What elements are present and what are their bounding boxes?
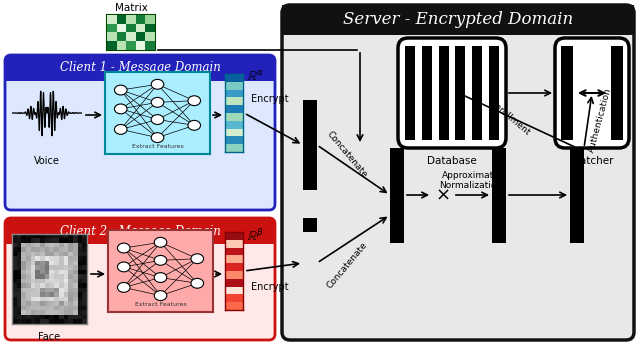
- Circle shape: [151, 133, 164, 143]
- Circle shape: [151, 97, 164, 107]
- Circle shape: [118, 283, 130, 292]
- Text: Learned
Matrix: Learned Matrix: [110, 0, 152, 13]
- Bar: [456, 46, 465, 140]
- Text: Client 2 - Message Domain: Client 2 - Message Domain: [60, 224, 220, 237]
- FancyBboxPatch shape: [398, 38, 506, 148]
- Text: $\mathbb{R}^{\alpha}$: $\mathbb{R}^{\alpha}$: [247, 70, 264, 84]
- Text: Client 1 - Message Domain: Client 1 - Message Domain: [60, 62, 220, 74]
- FancyBboxPatch shape: [282, 5, 634, 340]
- Bar: [561, 46, 573, 140]
- FancyBboxPatch shape: [5, 218, 275, 340]
- FancyBboxPatch shape: [5, 55, 275, 210]
- Text: Concatenate: Concatenate: [325, 130, 369, 180]
- Text: Matcher: Matcher: [571, 156, 613, 166]
- Text: Approximate
Normalization: Approximate Normalization: [440, 171, 502, 190]
- Bar: [5, 231, 275, 244]
- FancyBboxPatch shape: [282, 5, 634, 35]
- Text: Server - Encrypted Domain: Server - Encrypted Domain: [343, 11, 573, 29]
- Bar: [5, 68, 275, 81]
- Text: Encrypt: Encrypt: [251, 282, 289, 292]
- Text: Database: Database: [427, 156, 477, 166]
- Text: Encrypt: Encrypt: [251, 94, 289, 104]
- Text: Authentication: Authentication: [587, 87, 613, 153]
- Bar: [438, 46, 449, 140]
- Text: Enrollment: Enrollment: [488, 99, 532, 137]
- Circle shape: [154, 272, 167, 283]
- FancyBboxPatch shape: [555, 38, 629, 148]
- Circle shape: [115, 125, 127, 134]
- Circle shape: [154, 237, 167, 247]
- Circle shape: [191, 254, 204, 264]
- Bar: [492, 148, 506, 243]
- Bar: [570, 148, 584, 243]
- Text: Face: Face: [38, 332, 61, 342]
- Bar: [472, 46, 482, 140]
- Circle shape: [118, 262, 130, 272]
- Bar: [282, 20, 634, 35]
- Circle shape: [191, 278, 204, 288]
- Bar: [282, 5, 634, 35]
- Circle shape: [188, 96, 200, 106]
- Bar: [611, 46, 623, 140]
- Text: $\mathbb{R}^{\beta}$: $\mathbb{R}^{\beta}$: [247, 228, 264, 244]
- Bar: [303, 100, 317, 190]
- Circle shape: [151, 114, 164, 125]
- Circle shape: [154, 255, 167, 265]
- Circle shape: [154, 291, 167, 301]
- Text: Extract Features: Extract Features: [134, 302, 186, 307]
- Circle shape: [115, 104, 127, 114]
- Circle shape: [115, 85, 127, 95]
- Bar: [303, 218, 317, 232]
- Bar: [489, 46, 499, 140]
- Bar: [405, 46, 415, 140]
- Bar: [390, 148, 404, 243]
- Text: Concatenate: Concatenate: [325, 240, 369, 290]
- Bar: [422, 46, 432, 140]
- FancyBboxPatch shape: [5, 55, 275, 81]
- Circle shape: [151, 79, 164, 89]
- Circle shape: [118, 243, 130, 253]
- Circle shape: [188, 120, 200, 130]
- FancyBboxPatch shape: [5, 218, 275, 244]
- Text: Voice: Voice: [34, 156, 60, 166]
- Text: $\times$: $\times$: [435, 186, 449, 204]
- Text: Extract Features: Extract Features: [132, 144, 184, 149]
